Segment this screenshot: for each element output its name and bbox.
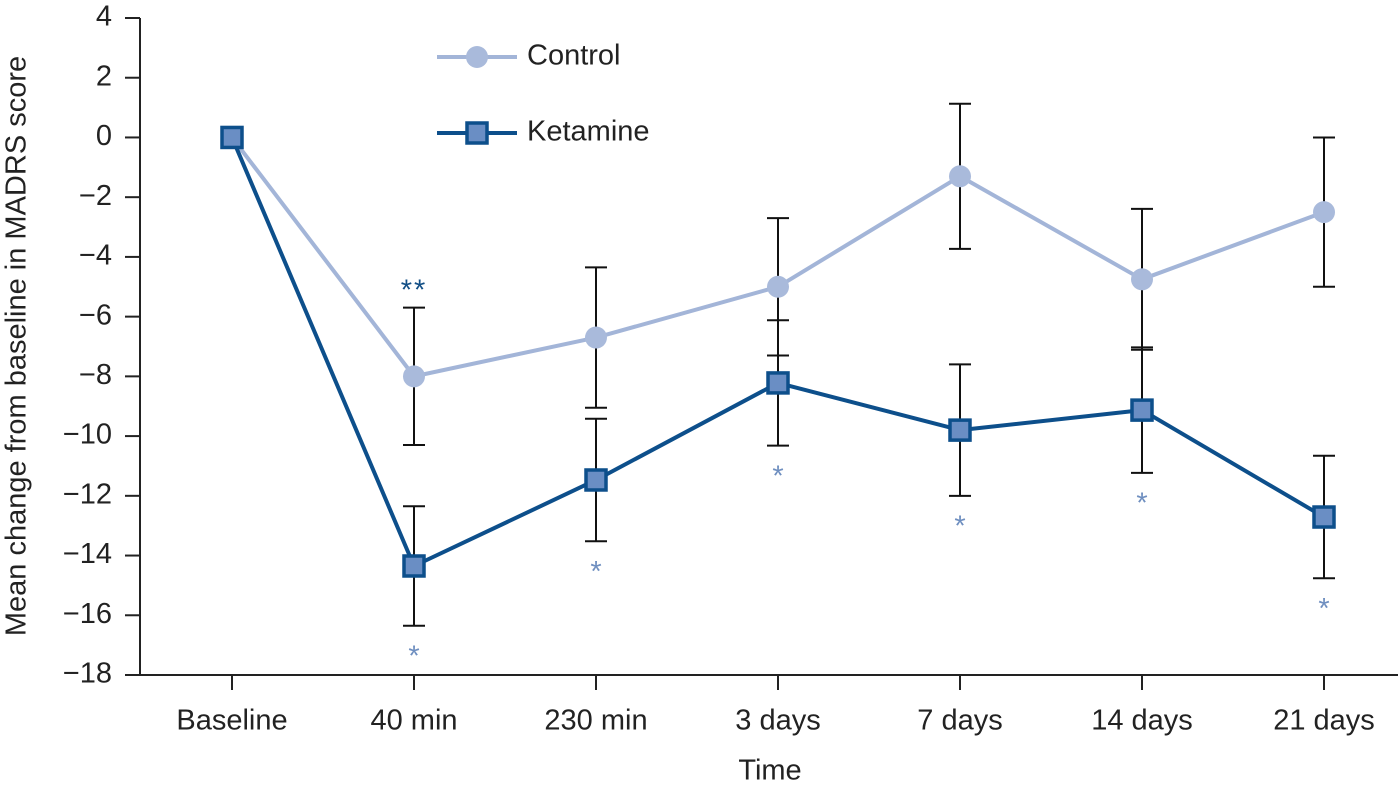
marker xyxy=(585,326,607,349)
x-tick-label: 7 days xyxy=(917,705,1002,737)
legend-label: Control xyxy=(527,40,621,72)
y-tick-label: 0 xyxy=(96,120,112,152)
y-tick-label: −16 xyxy=(63,598,112,630)
marker xyxy=(949,165,971,188)
marker xyxy=(402,554,426,578)
marker xyxy=(1130,398,1154,422)
marker xyxy=(403,365,425,388)
significance-marker: * xyxy=(408,640,419,672)
legend-marker xyxy=(465,121,489,145)
y-tick-label: −8 xyxy=(79,359,112,391)
marker xyxy=(948,418,972,442)
marker xyxy=(1131,268,1153,291)
y-tick-label: −12 xyxy=(63,478,112,510)
y-tick-label: −18 xyxy=(63,658,112,690)
y-tick-label: −10 xyxy=(63,419,112,451)
y-axis-label: Mean change from baseline in MADRS score xyxy=(1,56,33,636)
x-tick-label: 14 days xyxy=(1091,705,1193,737)
marker xyxy=(1312,505,1336,529)
legend-label: Ketamine xyxy=(527,116,650,148)
significance-marker: * xyxy=(1318,593,1329,625)
legend-marker xyxy=(466,46,488,68)
marker xyxy=(766,371,790,395)
significance-marker: * xyxy=(1136,487,1147,519)
x-tick-label: 3 days xyxy=(735,705,820,737)
y-tick-label: 4 xyxy=(96,1,112,33)
y-tick-label: 2 xyxy=(96,60,112,92)
significance-marker: * xyxy=(590,556,601,588)
significance-marker: * xyxy=(772,460,783,492)
significance-marker: ** xyxy=(401,274,428,306)
marker xyxy=(584,468,608,492)
y-tick-label: −6 xyxy=(79,299,112,331)
y-tick-label: −14 xyxy=(63,538,112,570)
x-axis-label: Time xyxy=(738,755,801,787)
y-tick-label: −4 xyxy=(79,240,112,272)
x-tick-label: 230 min xyxy=(544,705,647,737)
marker xyxy=(767,275,789,298)
y-tick-label: −2 xyxy=(79,180,112,212)
x-tick-label: Baseline xyxy=(176,705,287,737)
marker xyxy=(1313,201,1335,224)
x-tick-label: 40 min xyxy=(370,705,457,737)
significance-marker: * xyxy=(954,510,965,542)
x-tick-label: 21 days xyxy=(1273,705,1375,737)
marker xyxy=(220,125,244,150)
